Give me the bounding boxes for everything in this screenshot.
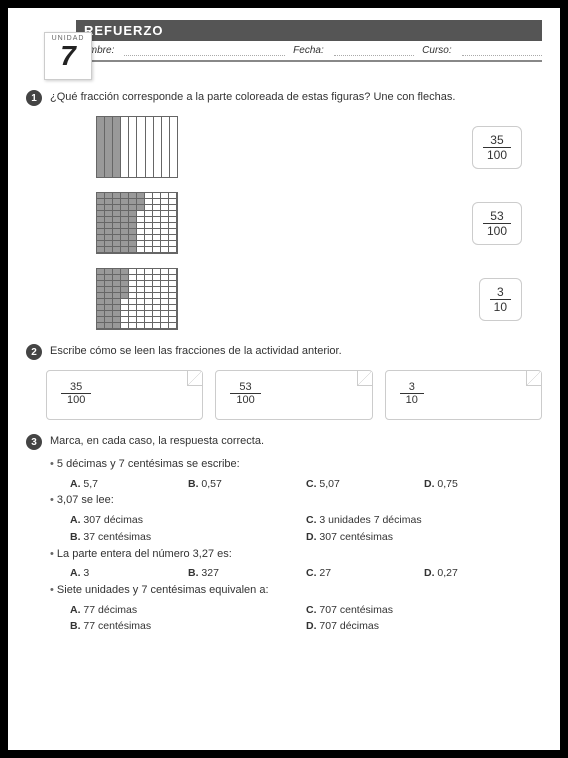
- q3-options: A. 5,7B. 0,57C. 5,07D. 0,75: [70, 476, 542, 493]
- option[interactable]: A. 5,7: [70, 476, 188, 493]
- option[interactable]: D. 307 centésimas: [306, 529, 542, 546]
- q3-prompt: 3,07 se lee:: [50, 492, 542, 510]
- option[interactable]: D. 0,75: [424, 476, 542, 493]
- option[interactable]: B. 0,57: [188, 476, 306, 493]
- question-number: 2: [26, 344, 42, 360]
- answer-box[interactable]: 310: [385, 370, 542, 420]
- q3-content: 5 décimas y 7 centésimas se escribe: A. 5…: [50, 456, 542, 635]
- q2-content: 3510053100 310: [46, 370, 542, 420]
- q3-options: A. 307 décimasC. 3 unidades 7 décimasB. …: [70, 512, 542, 546]
- form-line: Nombre: Fecha: Curso:: [76, 41, 542, 62]
- option[interactable]: C. 27: [306, 565, 424, 582]
- fraction-box: 310: [479, 278, 522, 321]
- course-label: Curso:: [422, 45, 451, 56]
- question-text: ¿Qué fracción corresponde a la parte col…: [50, 90, 542, 104]
- unit-number: 7: [45, 42, 91, 70]
- fraction-box: 35100: [472, 126, 522, 169]
- fraction-figure: [96, 192, 178, 254]
- q3-options: A. 77 décimasC. 707 centésimasB. 77 cent…: [70, 602, 542, 636]
- answer-box[interactable]: 53100: [215, 370, 372, 420]
- worksheet-header: UNIDAD 7 REFUERZO Nombre: Fecha: Curso:: [26, 20, 542, 76]
- fraction-figure: [96, 116, 178, 178]
- unit-box: UNIDAD 7: [44, 32, 92, 80]
- question-2: 2 Escribe cómo se leen las fracciones de…: [26, 344, 542, 360]
- option[interactable]: C. 5,07: [306, 476, 424, 493]
- date-label: Fecha:: [293, 45, 324, 56]
- q1-content: 35100 53100 310: [26, 116, 542, 330]
- date-field[interactable]: [334, 45, 414, 56]
- q3-options: A. 3B. 327C. 27D. 0,27: [70, 565, 542, 582]
- option[interactable]: B. 77 centésimas: [70, 618, 306, 635]
- q3-prompt: Siete unidades y 7 centésimas equivalen …: [50, 582, 542, 600]
- answer-box[interactable]: 35100: [46, 370, 203, 420]
- q3-prompt: La parte entera del número 3,27 es:: [50, 546, 542, 564]
- option[interactable]: C. 707 centésimas: [306, 602, 542, 619]
- question-number: 3: [26, 434, 42, 450]
- header-title: REFUERZO: [76, 20, 542, 41]
- option[interactable]: B. 37 centésimas: [70, 529, 306, 546]
- question-3: 3 Marca, en cada caso, la respuesta corr…: [26, 434, 542, 450]
- q3-prompt: 5 décimas y 7 centésimas se escribe:: [50, 456, 542, 474]
- fraction-box: 53100: [472, 202, 522, 245]
- option[interactable]: D. 707 décimas: [306, 618, 542, 635]
- option[interactable]: C. 3 unidades 7 décimas: [306, 512, 542, 529]
- option[interactable]: B. 327: [188, 565, 306, 582]
- question-text: Escribe cómo se leen las fracciones de l…: [50, 344, 542, 358]
- option[interactable]: A. 307 décimas: [70, 512, 306, 529]
- question-text: Marca, en cada caso, la respuesta correc…: [50, 434, 542, 448]
- fraction-figure: [96, 268, 178, 330]
- question-number: 1: [26, 90, 42, 106]
- course-field[interactable]: [462, 45, 542, 56]
- name-field[interactable]: [124, 45, 285, 56]
- option[interactable]: A. 77 décimas: [70, 602, 306, 619]
- option[interactable]: A. 3: [70, 565, 188, 582]
- question-1: 1 ¿Qué fracción corresponde a la parte c…: [26, 90, 542, 106]
- option[interactable]: D. 0,27: [424, 565, 542, 582]
